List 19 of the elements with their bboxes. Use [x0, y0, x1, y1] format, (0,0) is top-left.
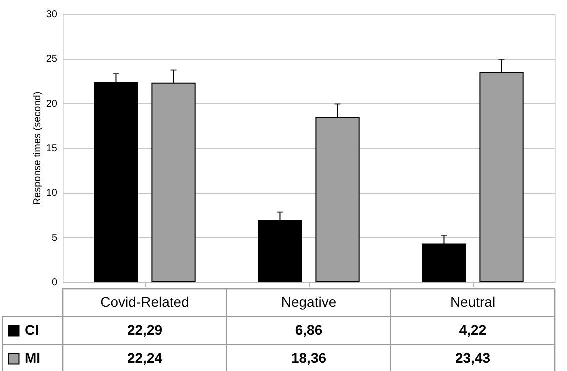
data-label: 4,22: [459, 322, 487, 338]
y-tick-label: 0: [52, 278, 58, 288]
y-tick-label: 5: [52, 232, 58, 244]
legend-label: CI: [25, 322, 39, 338]
x-tick-label: Negative: [281, 294, 337, 310]
y-axis-title: Response times (second): [32, 92, 44, 206]
data-label: 22,24: [127, 350, 163, 366]
x-tick-label: Neutral: [450, 294, 496, 310]
y-tick-label: 15: [46, 144, 58, 154]
data-label: 22,29: [127, 322, 163, 338]
x-tick-label: Covid-Related: [100, 294, 190, 310]
y-tick-label: 25: [46, 54, 58, 66]
y-tick-label: 30: [46, 10, 58, 20]
y-tick-label: 10: [46, 188, 58, 200]
data-label: 18,36: [291, 350, 327, 366]
y-tick-label: 20: [46, 98, 58, 110]
data-label: 23,43: [455, 350, 491, 366]
data-label: 6,86: [295, 322, 323, 338]
legend-label: MI: [25, 350, 41, 366]
